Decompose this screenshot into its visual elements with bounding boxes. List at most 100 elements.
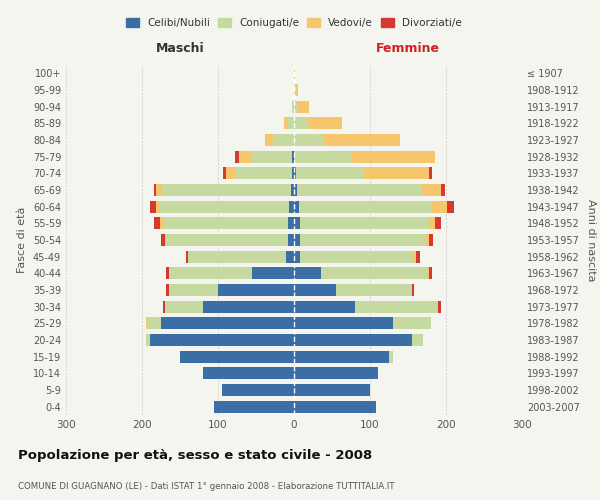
Bar	[235, 150, 239, 162]
Text: Maschi: Maschi	[155, 42, 205, 55]
Bar	[186, 250, 188, 262]
Bar	[265, 134, 273, 146]
Bar	[300, 218, 429, 230]
Bar	[166, 234, 288, 246]
Bar	[188, 250, 286, 262]
Bar	[439, 300, 440, 312]
Bar	[166, 268, 169, 280]
Text: COMUNE DI GUAGNANO (LE) - Dati ISTAT 1° gennaio 2008 - Elaborazione TUTTITALIA.I: COMUNE DI GUAGNANO (LE) - Dati ISTAT 1° …	[18, 482, 395, 491]
Bar	[146, 334, 149, 346]
Bar	[154, 184, 155, 196]
Bar	[226, 168, 235, 179]
Bar	[447, 200, 454, 212]
Bar	[294, 84, 296, 96]
Bar	[389, 350, 393, 362]
Bar	[294, 300, 355, 312]
Bar	[428, 268, 433, 280]
Bar	[203, 300, 294, 312]
Bar	[294, 400, 376, 412]
Bar	[163, 218, 288, 230]
Bar	[180, 350, 294, 362]
Bar	[165, 300, 203, 312]
Bar	[160, 200, 289, 212]
Bar	[160, 218, 163, 230]
Bar	[294, 150, 351, 162]
Bar	[222, 384, 294, 396]
Bar	[157, 200, 160, 212]
Bar	[165, 234, 166, 246]
Text: Femmine: Femmine	[376, 42, 440, 55]
Bar	[294, 168, 296, 179]
Bar	[154, 218, 160, 230]
Bar	[294, 218, 300, 230]
Bar	[428, 168, 433, 179]
Bar	[300, 234, 425, 246]
Bar	[422, 184, 442, 196]
Y-axis label: Fasce di età: Fasce di età	[17, 207, 27, 273]
Bar	[214, 400, 294, 412]
Bar	[151, 200, 157, 212]
Bar	[296, 84, 298, 96]
Bar	[294, 200, 299, 212]
Bar	[431, 200, 447, 212]
Bar	[296, 168, 364, 179]
Bar	[297, 184, 422, 196]
Bar	[166, 284, 169, 296]
Bar	[425, 234, 429, 246]
Bar	[294, 334, 412, 346]
Bar	[252, 268, 294, 280]
Bar	[155, 184, 162, 196]
Bar	[288, 118, 294, 130]
Bar	[414, 250, 416, 262]
Bar	[286, 250, 294, 262]
Bar	[161, 234, 165, 246]
Bar	[412, 334, 423, 346]
Bar	[162, 184, 291, 196]
Bar	[298, 100, 309, 112]
Bar	[294, 250, 300, 262]
Bar	[364, 168, 428, 179]
Bar	[429, 218, 436, 230]
Bar	[412, 284, 414, 296]
Bar	[299, 200, 431, 212]
Bar	[436, 218, 442, 230]
Bar	[325, 134, 400, 146]
Bar	[308, 118, 342, 130]
Bar	[355, 300, 439, 312]
Bar	[294, 100, 298, 112]
Bar	[288, 218, 294, 230]
Bar	[235, 168, 292, 179]
Bar	[294, 118, 308, 130]
Bar	[393, 318, 431, 330]
Bar	[149, 334, 294, 346]
Bar	[294, 318, 393, 330]
Bar	[239, 150, 251, 162]
Bar	[429, 234, 433, 246]
Bar	[294, 68, 295, 80]
Bar	[294, 368, 377, 380]
Bar	[320, 268, 427, 280]
Bar	[148, 318, 161, 330]
Bar	[416, 250, 420, 262]
Bar	[169, 284, 218, 296]
Bar	[292, 168, 294, 179]
Bar	[300, 250, 414, 262]
Bar	[251, 150, 292, 162]
Bar	[336, 284, 412, 296]
Bar	[292, 150, 294, 162]
Bar	[291, 184, 294, 196]
Bar	[294, 384, 370, 396]
Bar	[284, 118, 288, 130]
Bar	[294, 134, 325, 146]
Bar	[161, 318, 294, 330]
Bar	[289, 200, 294, 212]
Bar	[294, 284, 336, 296]
Bar	[427, 268, 428, 280]
Bar	[169, 268, 252, 280]
Bar	[294, 268, 320, 280]
Text: Popolazione per età, sesso e stato civile - 2008: Popolazione per età, sesso e stato civil…	[18, 450, 372, 462]
Bar	[294, 184, 297, 196]
Bar	[146, 318, 148, 330]
Legend: Celibi/Nubili, Coniugati/e, Vedovi/e, Divorziati/e: Celibi/Nubili, Coniugati/e, Vedovi/e, Di…	[122, 14, 466, 32]
Bar	[292, 100, 294, 112]
